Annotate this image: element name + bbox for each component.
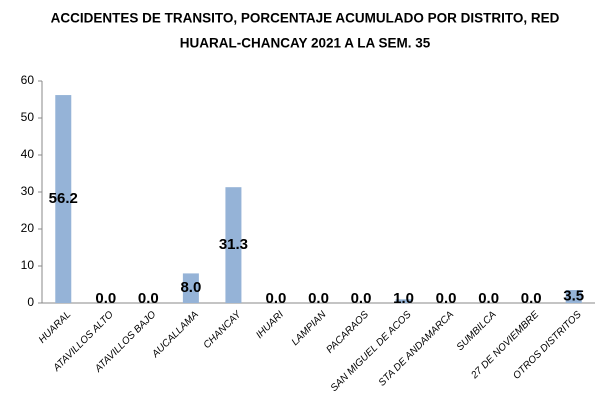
y-tick-label: 10 <box>21 258 35 272</box>
chart-title: ACCIDENTES DE TRANSITO, PORCENTAJE ACUMU… <box>51 11 560 26</box>
value-label: 1.0 <box>393 290 414 307</box>
value-label: 0.0 <box>521 290 542 307</box>
value-label: 0.0 <box>351 290 372 307</box>
value-label: 0.0 <box>138 290 159 307</box>
bar <box>565 290 582 303</box>
value-label: 3.5 <box>563 287 584 304</box>
value-label: 8.0 <box>180 279 201 296</box>
x-tick-label: SUMBILCA <box>455 309 499 353</box>
bar <box>182 273 199 303</box>
chart-title: HUARAL-CHANCAY 2021 A LA SEM. 35 <box>180 36 431 51</box>
y-tick-label: 30 <box>21 184 35 198</box>
x-tick-label: PACARAOS <box>324 309 371 356</box>
value-label: 0.0 <box>95 290 116 307</box>
bar <box>395 299 412 303</box>
value-label: 31.3 <box>219 236 248 253</box>
value-label: 0.0 <box>308 290 329 307</box>
value-label: 0.0 <box>436 290 457 307</box>
bar <box>55 95 72 303</box>
x-tick-label: IHUARI <box>254 309 286 341</box>
value-label: 56.2 <box>49 190 78 207</box>
value-label: 0.0 <box>266 290 287 307</box>
x-tick-label: CHANCAY <box>202 308 245 351</box>
value-label: 0.0 <box>478 290 499 307</box>
x-tick-label: HUARAL <box>37 309 73 345</box>
x-tick-label: LAMPIAN <box>290 309 329 348</box>
bar <box>225 187 242 303</box>
x-tick-label: STA DE ANDAMARCA <box>377 309 457 389</box>
y-tick-label: 20 <box>21 221 35 235</box>
y-tick-label: 40 <box>21 147 35 161</box>
y-tick-label: 50 <box>21 110 35 124</box>
y-tick-label: 0 <box>27 295 34 309</box>
y-tick-label: 60 <box>21 73 35 87</box>
x-tick-label: SAN MIGUEL DE ACOS <box>329 309 414 394</box>
